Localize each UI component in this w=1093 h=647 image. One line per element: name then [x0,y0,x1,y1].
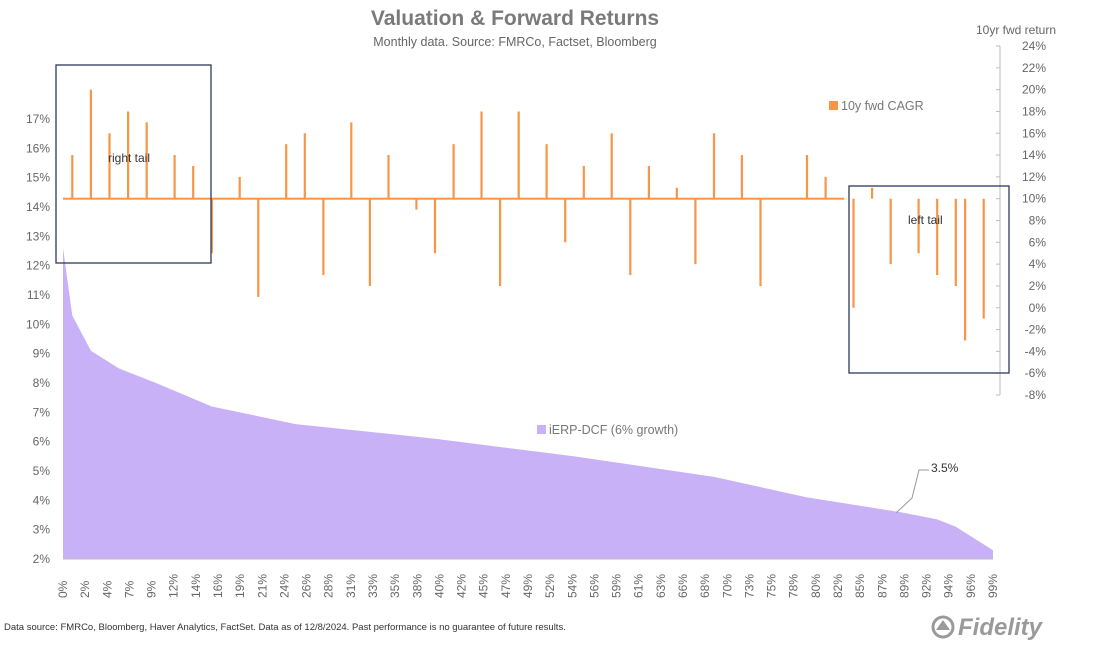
logo-mark-icon [931,615,955,639]
x-axis-tick-label: 61% [632,574,646,598]
right-axis-tick-label: -6% [1025,366,1047,380]
right-axis-tick-label: 22% [1022,61,1046,75]
x-axis-tick-label: 24% [277,574,291,598]
left-axis-tick-label: 6% [33,435,51,449]
right-axis-tick-label: 18% [1022,104,1046,118]
right-axis-tick-label: 24% [1022,39,1046,53]
x-axis-tick-label: 68% [698,574,712,598]
fidelity-logo: Fidelity [931,614,1044,641]
x-axis-tick-label: 59% [610,574,624,598]
right-tail-box [55,64,212,264]
x-axis-tick-label: 75% [765,574,779,598]
erp-legend-swatch [537,425,546,434]
erp-legend-label: iERP-DCF (6% growth) [549,423,678,437]
right-axis-tick-label: 16% [1022,126,1046,140]
x-axis-tick-label: 82% [831,574,845,598]
x-axis-tick-label: 73% [742,574,756,598]
x-axis-tick-label: 49% [521,574,535,598]
x-axis-tick-label: 9% [145,580,159,598]
right-axis-tick-label: -8% [1025,388,1047,402]
left-axis-tick-label: 4% [33,493,51,507]
right-axis-tick-label: 12% [1022,170,1046,184]
axes: 17% 16% 15% 14% 13% 12% 11% 10% 9% 8% 7% 6% 5% 4% 3% 2%… [26,39,1046,598]
right-axis-tick-label: 4% [1029,257,1047,271]
right-axis-tick-label: 8% [1029,214,1047,228]
x-axis-tick-label: 47% [499,574,513,598]
right-axis-tick-label: -2% [1025,323,1047,337]
right-axis-tick-label: 10% [1022,192,1046,206]
x-axis-tick-label: 4% [100,580,114,598]
left-axis-tick-label: 3% [33,523,51,537]
x-axis-tick-label: 45% [477,574,491,598]
left-axis-tick-label: 11% [27,288,50,302]
right-axis-tick-label: 14% [1022,148,1046,162]
right-axis-tick-label: 6% [1029,235,1047,249]
left-axis-tick-label: 16% [26,141,50,155]
x-axis-tick-label: 42% [455,574,469,598]
logo-wordmark: Fidelity [958,614,1044,641]
x-axis-tick-label: 99% [986,574,1000,598]
left-tail-box [848,185,1010,374]
left-axis-tick-label: 13% [26,229,50,243]
callout-label: 3.5% [931,461,959,475]
callout-line [895,469,929,514]
left-axis-tick-label: 15% [26,171,50,185]
left-axis-tick-label: 8% [33,376,51,390]
x-axis-tick-label: 26% [300,574,314,598]
x-axis-tick-label: 80% [809,574,823,598]
left-tail-label: left tail [908,213,943,227]
right-axis-tick-label: -4% [1025,344,1047,358]
left-axis-tick-label: 17% [26,112,50,126]
x-axis-tick-label: 19% [233,574,247,598]
x-axis-tick-label: 38% [410,574,424,598]
x-axis-tick-label: 7% [122,580,136,598]
x-axis-tick-label: 66% [676,574,690,598]
cagr-legend-swatch [829,101,838,110]
right-axis-tick-label: 0% [1029,301,1047,315]
x-axis-tick-label: 0% [56,580,70,598]
x-axis-tick-label: 33% [366,574,380,598]
cagr-bars [63,89,985,341]
left-axis-tick-label: 12% [26,259,50,273]
right-axis-tick-label: 2% [1029,279,1047,293]
left-axis-tick-label: 2% [33,552,51,566]
right-axis-title: 10yr fwd return [976,23,1056,37]
left-axis-tick-label: 9% [33,347,51,361]
left-axis-tick-label: 5% [33,464,51,478]
ierp-area [63,248,993,560]
left-axis-tick-label: 14% [26,200,50,214]
x-axis-tick-label: 40% [432,574,446,598]
x-axis-tick-label: 85% [853,574,867,598]
x-axis-tick-label: 35% [388,574,402,598]
x-axis-tick-label: 89% [897,574,911,598]
x-axis-tick-label: 52% [543,574,557,598]
chart-title: Valuation & Forward Returns [370,7,660,30]
right-axis-tick-label: 20% [1022,83,1046,97]
x-axis-tick-label: 87% [875,574,889,598]
x-axis-tick-label: 92% [920,574,934,598]
x-axis-tick-label: 28% [322,574,336,598]
x-axis-tick-label: 63% [654,574,668,598]
x-axis-tick-label: 12% [167,574,181,598]
x-axis-tick-label: 16% [211,574,225,598]
x-axis-tick-label: 78% [787,574,801,598]
x-axis-tick-label: 31% [344,574,358,598]
x-axis-tick-label: 70% [720,574,734,598]
cagr-legend-label: 10y fwd CAGR [841,99,924,113]
x-axis-tick-label: 21% [255,574,269,598]
x-axis-tick-label: 54% [565,574,579,598]
x-axis-tick-label: 2% [78,580,92,598]
left-axis-tick-label: 10% [26,317,50,331]
chart-canvas: 17% 16% 15% 14% 13% 12% 11% 10% 9% 8% 7% 6% 5% 4% 3% 2%… [26,23,1056,598]
x-axis-tick-label: 94% [942,574,956,598]
footer-note: Data source: FMRCo, Bloomberg, Haver Ana… [4,622,566,633]
x-axis-tick-label: 56% [587,574,601,598]
chart-subtitle: Monthly data. Source: FMRCo, Factset, Bl… [373,35,657,49]
x-axis-tick-label: 96% [964,574,978,598]
x-axis-tick-label: 14% [189,574,203,598]
right-tail-label: right tail [108,151,150,165]
left-axis-tick-label: 7% [33,405,51,419]
